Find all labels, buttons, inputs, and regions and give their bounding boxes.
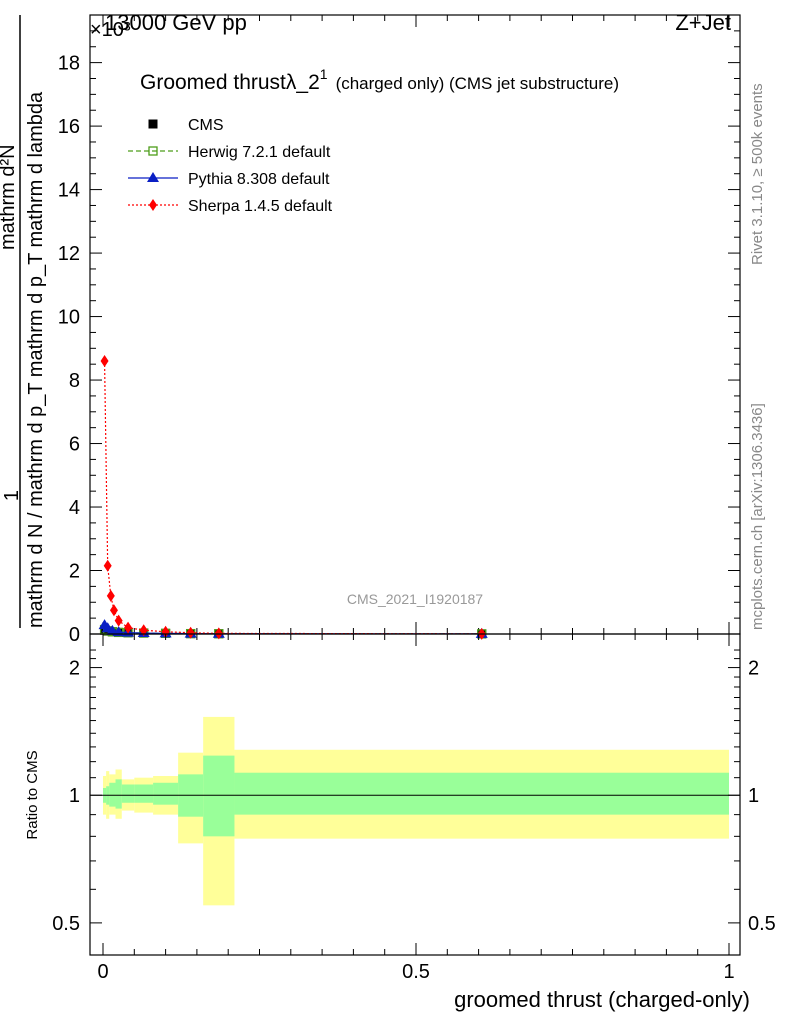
header-right: Z+Jet xyxy=(675,10,731,35)
legend: CMS Herwig 7.2.1 default Pythia 8.308 defa… xyxy=(128,117,333,215)
sherpa-point xyxy=(100,355,109,368)
ratio-uncertainty-bands xyxy=(90,716,740,906)
main-ytick-label: 2 xyxy=(69,561,80,583)
plot-title-main: Groomed thrustλ_2 xyxy=(140,71,320,94)
xtick-label: 0 xyxy=(97,961,108,983)
main-ytick-label: 0 xyxy=(69,624,80,646)
ylabel-denominator: mathrm d N / mathrm d p_T mathrm d p_T m… xyxy=(25,91,47,628)
sherpa-point xyxy=(139,624,148,637)
ratio-inner-band xyxy=(121,784,135,803)
legend-label: Herwig 7.2.1 default xyxy=(188,144,331,161)
xtick-label: 1 xyxy=(723,961,734,983)
pythia-point xyxy=(147,172,159,182)
sherpa-point xyxy=(106,589,115,602)
main-ytick-label: 18 xyxy=(58,53,80,75)
sherpa-point xyxy=(114,614,123,627)
ratio-inner-band xyxy=(134,784,154,803)
sherpa-point xyxy=(161,625,170,638)
main-axis-ticks: 0 2 4 6 8 10 12 14 16 18 xyxy=(58,14,740,646)
herwig-point xyxy=(148,146,158,156)
ylabel-numerator: 1 xyxy=(1,490,23,501)
legend-label: Pythia 8.308 default xyxy=(188,171,330,188)
ratio-inner-band xyxy=(115,779,122,809)
ylabel-top: mathrm d²N xyxy=(0,144,19,250)
mcplots-label: mcplots.cern.ch [arXiv:1306.3436] xyxy=(749,403,766,630)
main-ytick-label: 8 xyxy=(69,370,80,392)
main-ytick-label: 10 xyxy=(58,307,80,329)
ratio-plot-frame xyxy=(89,633,741,956)
sherpa-point xyxy=(124,621,133,634)
sherpa-point xyxy=(149,199,157,211)
header-left: 13000 GeV pp xyxy=(105,10,247,35)
legend-entry: CMS xyxy=(148,117,224,134)
legend-entry: Sherpa 1.4.5 default xyxy=(128,198,333,215)
legend-entry: Herwig 7.2.1 default xyxy=(128,144,331,161)
ratio-inner-band xyxy=(234,772,729,815)
plot-title-superscript: 1 xyxy=(320,66,328,82)
plot-title: Groomed thrustλ_21 (charged only) (CMS je… xyxy=(140,66,619,94)
ratio-ytick-label-right: 1 xyxy=(748,785,759,807)
main-ytick-label: 12 xyxy=(58,243,80,265)
legend-label: CMS xyxy=(188,117,224,134)
y-scale-exponent: ×10³ xyxy=(90,19,131,41)
plot-title-rest: (charged only) (CMS jet substructure) xyxy=(336,74,619,93)
legend-entry: Pythia 8.308 default xyxy=(128,171,330,188)
main-ytick-label: 16 xyxy=(58,116,80,138)
rivet-version-label: Rivet 3.1.10, ≥ 500k events xyxy=(749,83,766,265)
sherpa-point xyxy=(103,559,112,572)
ratio-inner-band xyxy=(109,782,116,807)
sherpa-point xyxy=(109,604,118,617)
ratio-ytick-label-left: 2 xyxy=(69,658,80,680)
ratio-ytick-label-right: 2 xyxy=(748,658,759,680)
xlabel: groomed thrust (charged-only) xyxy=(454,987,750,1012)
main-ytick-label: 14 xyxy=(58,180,80,202)
ratio-inner-band xyxy=(153,782,179,805)
analysis-watermark: CMS_2021_I1920187 xyxy=(347,591,483,607)
ratio-ytick-label-left: 0.5 xyxy=(52,913,80,935)
main-plot-frame xyxy=(89,14,741,635)
sherpa-point xyxy=(214,627,223,640)
ratio-ytick-label-right: 0.5 xyxy=(748,913,776,935)
main-ytick-label: 6 xyxy=(69,434,80,456)
xtick-label: 0.5 xyxy=(402,961,430,983)
ratio-ytick-label-left: 1 xyxy=(69,785,80,807)
ratio-inner-band xyxy=(203,755,235,837)
cms-data-point xyxy=(148,119,158,129)
sherpa-point xyxy=(186,626,195,639)
ratio-axis-ticks: 0.5 0.5 1 1 2 2 0 0.5 1 xyxy=(52,634,776,983)
legend-label: Sherpa 1.4.5 default xyxy=(188,198,333,215)
main-ytick-label: 4 xyxy=(69,497,80,519)
ratio-ylabel: Ratio to CMS xyxy=(24,750,41,839)
